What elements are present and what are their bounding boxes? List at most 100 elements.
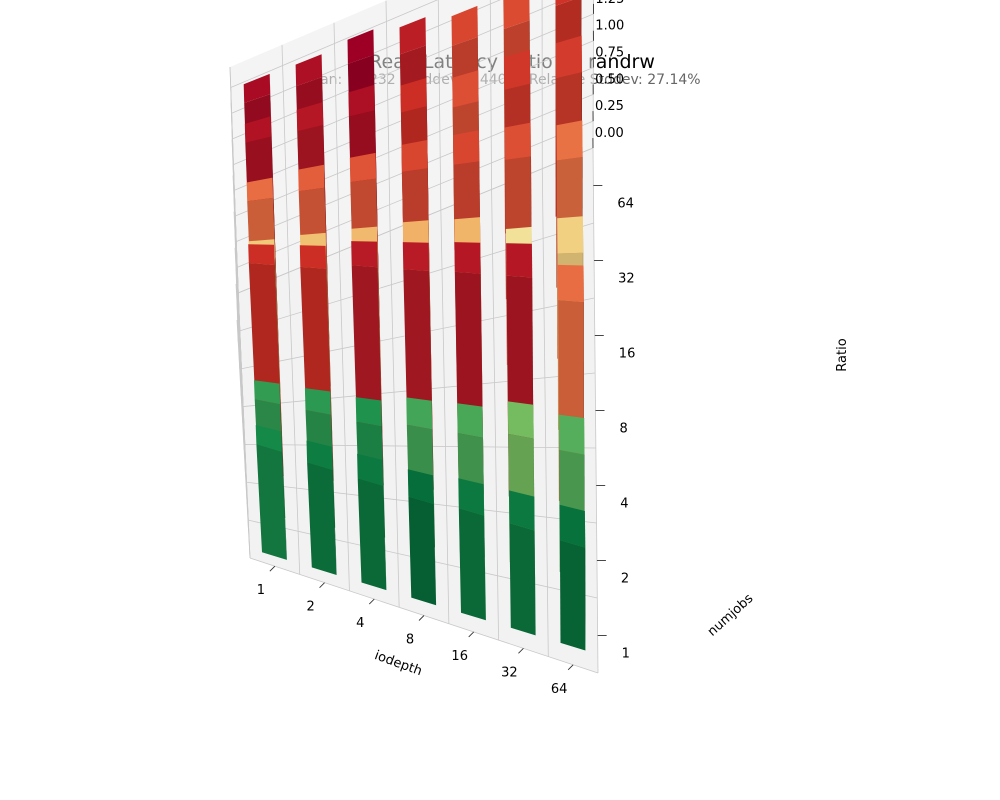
x-tick-label: 1 xyxy=(257,583,265,598)
bar-top-face xyxy=(244,116,272,143)
tick-mark xyxy=(319,582,325,588)
bar-front-face xyxy=(408,496,437,606)
bar xyxy=(509,490,536,636)
bar-side-face xyxy=(325,245,334,481)
tick-mark xyxy=(418,615,425,621)
x-tick-label: 8 xyxy=(406,633,414,648)
bar-front-face xyxy=(559,540,586,651)
bar-front-face xyxy=(357,478,387,591)
bars xyxy=(243,0,586,651)
bar-top-face xyxy=(298,164,325,192)
bar-top-face xyxy=(402,220,429,250)
x-tick-label: 4 xyxy=(356,616,364,631)
bar-top-face xyxy=(347,29,374,64)
bar-front-face xyxy=(458,508,486,621)
x-axis-label: iodepth xyxy=(372,648,424,679)
y-tick-label: 16 xyxy=(619,347,636,362)
x-tick-label: 16 xyxy=(451,649,468,664)
bar-side-face xyxy=(382,459,387,591)
bar-top-face xyxy=(555,35,582,79)
bar-side-face xyxy=(433,475,437,606)
bar xyxy=(255,425,287,560)
bar-top-face xyxy=(454,217,481,249)
z-tick-label: 0.00 xyxy=(595,126,624,141)
bar-top-face xyxy=(348,84,375,117)
bar-top-face xyxy=(407,469,434,504)
bar xyxy=(306,440,337,575)
bar-top-face xyxy=(457,403,483,438)
y-tick-label: 1 xyxy=(622,647,630,662)
bar-top-face xyxy=(504,122,531,160)
bar-top-face xyxy=(458,478,485,516)
tick-mark xyxy=(567,664,574,671)
x-grid-floor xyxy=(339,251,350,591)
bar-top-face xyxy=(351,241,378,268)
bar-top-face xyxy=(299,245,327,269)
bar-side-face xyxy=(381,400,386,538)
bar-top-face xyxy=(304,388,331,415)
bar-side-face xyxy=(281,431,287,560)
x-grid-back xyxy=(437,0,442,211)
bar-top-face xyxy=(557,264,584,302)
bar-top-face xyxy=(503,0,530,30)
y-axis-label: numjobs xyxy=(705,591,757,640)
tick-mark xyxy=(269,565,276,572)
bar-side-face xyxy=(431,400,435,548)
z-tick-label: 0.25 xyxy=(595,99,624,114)
bar-side-face xyxy=(274,244,284,477)
bar-side-face xyxy=(483,484,486,621)
bar-side-face xyxy=(279,383,286,518)
bar-top-face xyxy=(357,453,383,486)
x-grid-back xyxy=(489,0,492,190)
bar-top-face xyxy=(555,0,573,6)
x-tick-label: 64 xyxy=(551,682,568,697)
tick-mark xyxy=(468,631,475,638)
bar-top-face xyxy=(454,242,481,274)
bar-top-face xyxy=(558,414,585,455)
bar-top-face xyxy=(509,490,535,531)
bar-top-face xyxy=(248,244,275,265)
y-tick-label: 4 xyxy=(620,497,628,512)
z-axis-label: Ratio xyxy=(835,338,850,371)
y-tick-label: 32 xyxy=(618,272,635,287)
bar-top-face xyxy=(349,152,377,183)
bar-top-face xyxy=(400,78,427,113)
z-tick-label: 1.00 xyxy=(595,19,624,34)
bar-front-face xyxy=(307,462,337,575)
bar-top-face xyxy=(507,401,534,439)
tick-mark xyxy=(518,648,524,654)
z-grid-back xyxy=(230,0,439,88)
bar-top-face xyxy=(296,102,324,132)
bar-side-face xyxy=(377,241,384,486)
bar-side-face xyxy=(482,406,485,558)
bar-top-face xyxy=(401,140,428,172)
x-grid-floor xyxy=(440,210,450,624)
x-grid-back xyxy=(281,44,290,273)
bar-front-face xyxy=(256,444,287,560)
x-grid-back xyxy=(385,0,391,231)
bar-front-face xyxy=(509,523,536,636)
bar xyxy=(357,453,387,591)
x-grid-floor xyxy=(389,230,400,608)
x-grid-floor xyxy=(541,168,549,657)
x-grid-back xyxy=(592,0,595,149)
bar-top-face xyxy=(295,54,323,87)
x-grid-back xyxy=(333,22,340,252)
x-tick-label: 2 xyxy=(306,600,314,615)
bar xyxy=(458,478,486,621)
bar-top-face xyxy=(255,425,282,452)
bar-top-face xyxy=(399,17,426,55)
bar-top-face xyxy=(504,49,531,90)
bar-side-face xyxy=(274,239,283,435)
bar xyxy=(407,469,437,606)
y-tick-label: 2 xyxy=(621,572,629,587)
y-grid-side xyxy=(229,66,239,294)
bar-top-face xyxy=(453,130,480,165)
bar-top-face xyxy=(254,380,281,405)
bar xyxy=(559,504,586,651)
z-tick-label: 1.25 xyxy=(595,0,624,7)
bar-top-face xyxy=(306,440,333,470)
y-tick-label: 64 xyxy=(617,197,634,212)
bar-top-face xyxy=(243,73,271,103)
